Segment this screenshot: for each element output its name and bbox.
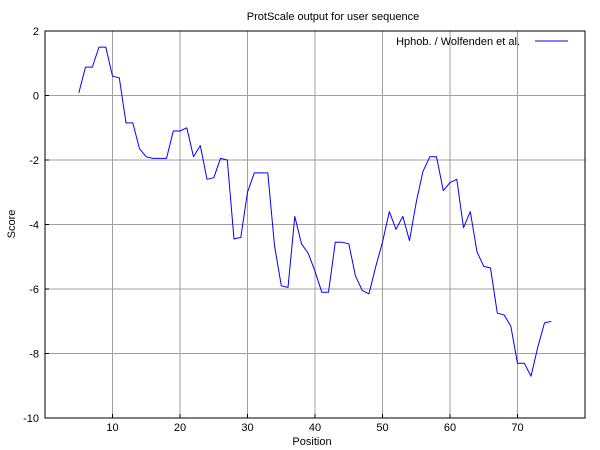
x-tick-label: 70 bbox=[511, 422, 523, 434]
x-tick-label: 30 bbox=[241, 422, 253, 434]
y-tick-label: -2 bbox=[29, 155, 39, 167]
x-tick-label: 60 bbox=[444, 422, 456, 434]
y-tick-label: 0 bbox=[33, 91, 39, 103]
y-tick-label: -8 bbox=[29, 349, 39, 361]
x-tick-label: 40 bbox=[309, 422, 321, 434]
x-axis-ticks: 10 20 30 40 50 60 70 bbox=[106, 414, 524, 434]
x-tick-label: 20 bbox=[174, 422, 186, 434]
x-tick-label: 10 bbox=[106, 422, 118, 434]
legend: Hphob. / Wolfenden et al. bbox=[396, 36, 568, 48]
series-line bbox=[78, 46, 552, 377]
chart-title: ProtScale output for user sequence bbox=[247, 11, 419, 23]
x-tick-label: 50 bbox=[376, 422, 388, 434]
legend-label: Hphob. / Wolfenden et al. bbox=[396, 36, 520, 48]
y-axis-label: Score bbox=[6, 210, 18, 239]
x-axis-label: Position bbox=[292, 436, 331, 448]
y-axis-ticks: 2 0 -2 -4 -6 -8 -10 bbox=[23, 26, 49, 425]
y-tick-label: -10 bbox=[23, 413, 39, 425]
y-tick-label: -6 bbox=[29, 284, 39, 296]
y-tick-label: 2 bbox=[33, 26, 39, 38]
y-tick-label: -4 bbox=[29, 220, 39, 232]
series-layer bbox=[78, 46, 552, 377]
